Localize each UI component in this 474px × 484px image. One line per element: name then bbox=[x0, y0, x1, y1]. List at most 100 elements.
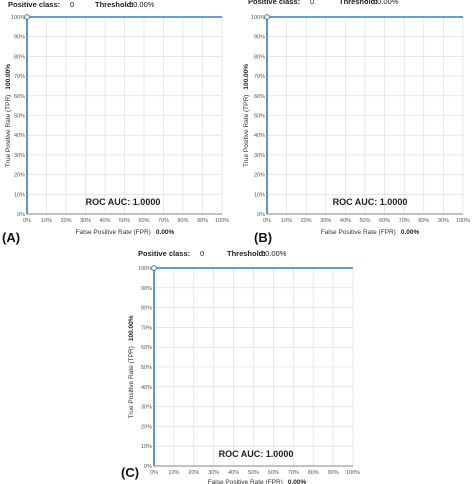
threshold-value: 50.00% bbox=[261, 249, 287, 258]
grid bbox=[26, 16, 223, 215]
y-axis-title: True Positive Rate (TPR) 100.00% bbox=[243, 64, 250, 167]
roc-auc-annotation: ROC AUC: 1.0000 bbox=[86, 197, 161, 207]
x-tick-label: 30% bbox=[320, 218, 331, 224]
threshold-point-marker bbox=[264, 14, 270, 20]
chart-header: Positive class: 0 Threshold:50.00% bbox=[8, 0, 155, 9]
x-tick-label: 70% bbox=[158, 218, 169, 224]
y-tick-label: 90% bbox=[254, 35, 265, 41]
y-tick-label: 40% bbox=[141, 385, 152, 391]
y-tick-label: 90% bbox=[14, 35, 25, 41]
x-tick-label: 0% bbox=[150, 470, 158, 476]
y-tick-label: 30% bbox=[254, 153, 265, 159]
x-tick-label: 0% bbox=[263, 218, 271, 224]
grid bbox=[153, 267, 354, 467]
panel-label: (C) bbox=[121, 465, 139, 480]
y-tick-label: 40% bbox=[14, 133, 25, 139]
y-tick-label: 100% bbox=[138, 266, 152, 272]
y-axis-label: True Positive Rate (TPR) bbox=[5, 95, 12, 167]
x-tick-label: 90% bbox=[197, 218, 208, 224]
x-tick-label: 50% bbox=[248, 470, 259, 476]
x-tick-label: 10% bbox=[168, 470, 179, 476]
y-tick-label: 60% bbox=[141, 345, 152, 351]
x-tick-label: 60% bbox=[138, 218, 149, 224]
y-tick-label: 50% bbox=[14, 114, 25, 120]
y-tick-label: 60% bbox=[254, 94, 265, 100]
chart-header: Positive class: 0 Threshold:50.00% bbox=[138, 249, 287, 258]
x-tick-label: 60% bbox=[268, 470, 279, 476]
x-tick-label: 10% bbox=[41, 218, 52, 224]
x-axis-title: False Positive Rate (FPR) 0.00% bbox=[76, 229, 175, 236]
y-tick-label: 40% bbox=[254, 133, 265, 139]
x-axis-value: 0.00% bbox=[288, 479, 307, 484]
x-tick-label: 20% bbox=[301, 218, 312, 224]
x-axis-title: False Positive Rate (FPR) 0.00% bbox=[321, 229, 420, 236]
y-tick-label: 0% bbox=[17, 212, 25, 218]
x-axis-label: False Positive Rate (FPR) bbox=[321, 229, 396, 236]
x-axis-label: False Positive Rate (FPR) bbox=[76, 229, 151, 236]
y-tick-label: 60% bbox=[14, 94, 25, 100]
positive-class-label: Positive class: bbox=[248, 0, 300, 6]
y-axis-label: True Positive Rate (TPR) bbox=[243, 95, 250, 167]
threshold-label: Threshold: bbox=[95, 0, 134, 9]
y-axis-value: 100.00% bbox=[5, 64, 12, 90]
x-tick-label: 100% bbox=[346, 470, 360, 476]
y-tick-label: 20% bbox=[14, 173, 25, 179]
x-axis-label: False Positive Rate (FPR) bbox=[208, 479, 283, 484]
threshold-label: Threshold: bbox=[339, 0, 378, 6]
threshold-value: 50.00% bbox=[373, 0, 399, 6]
x-tick-label: 50% bbox=[359, 218, 370, 224]
roc-panel-c: Positive class: 0 Threshold:50.00% 0% 10% 20%… bbox=[121, 249, 360, 484]
x-tick-label: 80% bbox=[308, 470, 319, 476]
y-tick-label: 50% bbox=[141, 365, 152, 371]
y-tick-label: 10% bbox=[14, 192, 25, 198]
x-tick-label: 0% bbox=[23, 218, 31, 224]
threshold-value: 50.00% bbox=[129, 0, 155, 9]
x-tick-label: 70% bbox=[399, 218, 410, 224]
x-tick-label: 80% bbox=[418, 218, 429, 224]
y-tick-label: 80% bbox=[254, 54, 265, 60]
x-tick-label: 40% bbox=[99, 218, 110, 224]
y-tick-label: 0% bbox=[257, 212, 265, 218]
y-tick-label: 70% bbox=[14, 74, 25, 80]
threshold-point-marker bbox=[151, 265, 157, 271]
y-axis-label: True Positive Rate (TPR) bbox=[128, 346, 135, 418]
panel-label: (B) bbox=[254, 230, 272, 245]
y-tick-label: 30% bbox=[14, 153, 25, 159]
x-tick-label: 30% bbox=[80, 218, 91, 224]
x-tick-label: 70% bbox=[288, 470, 299, 476]
positive-class-value: 0 bbox=[70, 0, 74, 9]
y-tick-label: 100% bbox=[251, 15, 265, 21]
x-tick-label: 100% bbox=[215, 218, 229, 224]
x-tick-label: 90% bbox=[438, 218, 449, 224]
chart-header: Positive class: 0 Threshold:50.00% bbox=[248, 0, 399, 6]
y-tick-label: 20% bbox=[254, 173, 265, 179]
x-tick-label: 80% bbox=[177, 218, 188, 224]
y-tick-label: 100% bbox=[11, 15, 25, 21]
x-tick-label: 60% bbox=[379, 218, 390, 224]
y-tick-label: 90% bbox=[141, 286, 152, 292]
y-axis-value: 100.00% bbox=[128, 315, 135, 341]
grid bbox=[266, 16, 464, 215]
threshold-label: Threshold: bbox=[227, 249, 266, 258]
roc-panel-a: Positive class: 0 Threshold:50.00% 0% 10% 20%… bbox=[2, 0, 229, 245]
roc-auc-annotation: ROC AUC: 1.0000 bbox=[333, 197, 408, 207]
y-tick-label: 0% bbox=[144, 464, 152, 470]
y-tick-label: 70% bbox=[254, 74, 265, 80]
positive-class-label: Positive class: bbox=[138, 249, 190, 258]
x-tick-label: 40% bbox=[228, 470, 239, 476]
x-tick-label: 30% bbox=[208, 470, 219, 476]
x-tick-label: 90% bbox=[328, 470, 339, 476]
y-tick-label: 10% bbox=[141, 444, 152, 450]
y-tick-label: 20% bbox=[141, 424, 152, 430]
positive-class-value: 0 bbox=[200, 249, 204, 258]
panel-label: (A) bbox=[2, 230, 20, 245]
y-axis-title: True Positive Rate (TPR) 100.00% bbox=[5, 64, 12, 167]
y-axis-value: 100.00% bbox=[243, 64, 250, 90]
x-tick-label: 40% bbox=[340, 218, 351, 224]
x-axis-title: False Positive Rate (FPR) 0.00% bbox=[208, 479, 307, 484]
x-tick-label: 50% bbox=[119, 218, 130, 224]
x-tick-label: 20% bbox=[60, 218, 71, 224]
x-tick-label: 20% bbox=[188, 470, 199, 476]
roc-auc-annotation: ROC AUC: 1.0000 bbox=[219, 449, 294, 459]
